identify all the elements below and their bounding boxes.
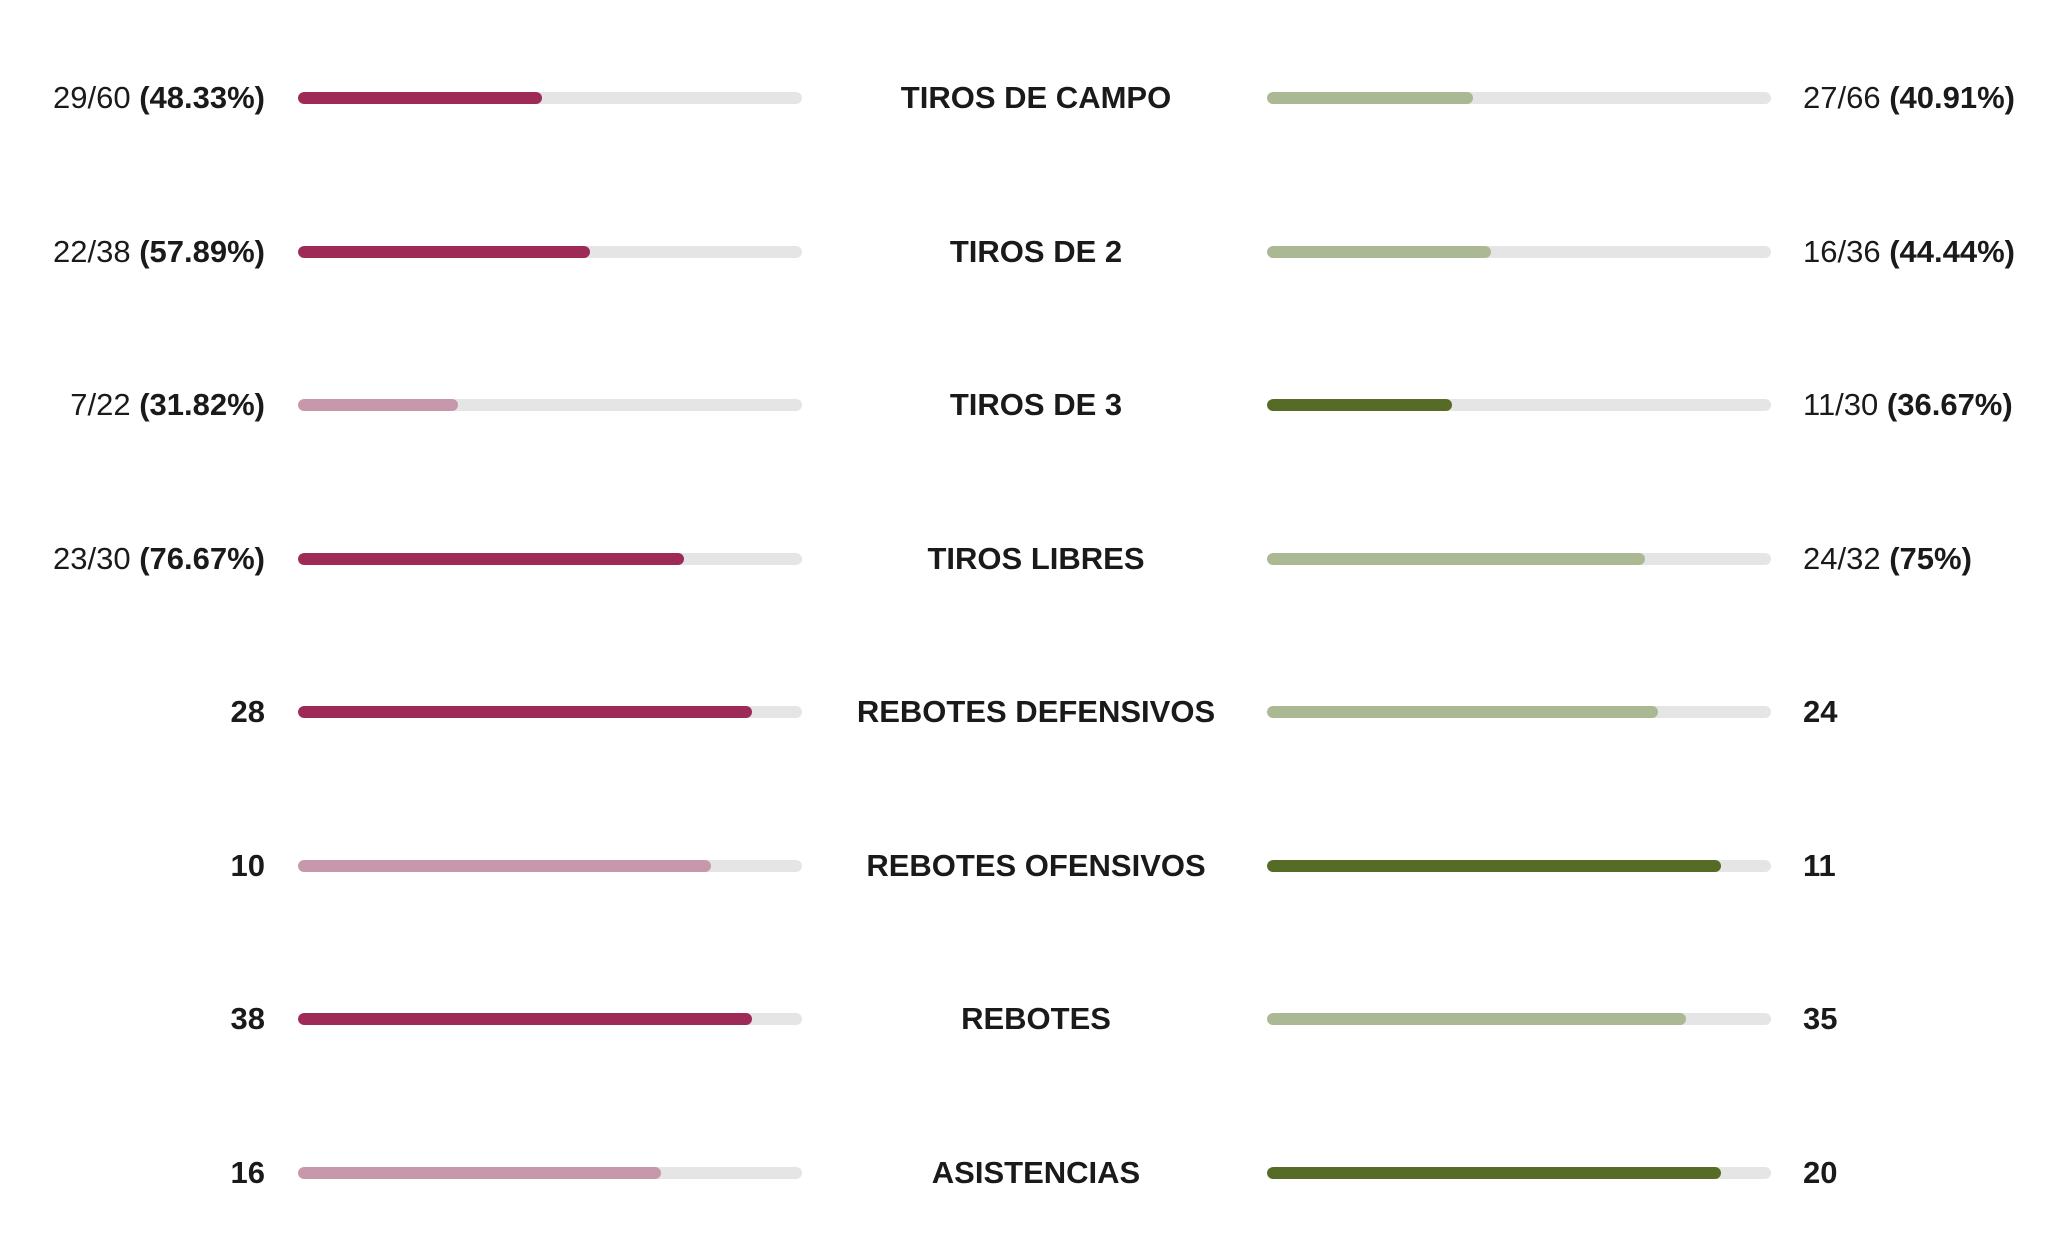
stat-label: TIROS DE 2: [949, 234, 1123, 269]
away-bar-fill: [1267, 92, 1474, 104]
home-value: 10: [230, 848, 265, 883]
home-bar-track: [298, 860, 802, 872]
away-value: 24/32 (75%): [1803, 529, 1972, 589]
away-bar-track: [1267, 860, 1771, 872]
made-attempted: 27/66: [1803, 80, 1881, 115]
away-bar-track: [1267, 92, 1771, 104]
stat-label: TIROS LIBRES: [927, 541, 1145, 576]
stat-row: 29/60 (48.33%) TIROS DE CAMPO 27/66 (40.91…: [0, 68, 2046, 128]
home-bar-track: [298, 1013, 802, 1025]
stat-label: REBOTES OFENSIVOS: [866, 848, 1206, 883]
home-bar-fill: [298, 399, 459, 411]
made-attempted: 22/38: [53, 234, 131, 269]
away-bar-track: [1267, 553, 1771, 565]
home-bar-fill: [298, 92, 542, 104]
away-value: 24: [1803, 694, 1838, 729]
home-value: 29/60 (48.33%): [53, 68, 265, 128]
stat-row: 16 ASISTENCIAS 20: [0, 1143, 2046, 1203]
away-bar-fill: [1267, 399, 1452, 411]
stat-label: TIROS DE CAMPO: [900, 80, 1172, 115]
made-attempted: 16/36: [1803, 234, 1881, 269]
home-bar-track: [298, 399, 802, 411]
home-bar-fill: [298, 1013, 752, 1025]
away-value: 20: [1803, 1155, 1838, 1190]
home-bar-fill: [298, 246, 590, 258]
home-value: 7/22 (31.82%): [70, 375, 265, 435]
away-bar-track: [1267, 399, 1771, 411]
percentage: (31.82%): [139, 387, 265, 422]
percentage: (36.67%): [1886, 387, 2013, 422]
away-value: 16/36 (44.44%): [1803, 222, 2015, 282]
made-attempted: 29/60: [53, 80, 131, 115]
stat-row: 28 REBOTES DEFENSIVOS 24: [0, 682, 2046, 742]
home-value: 22/38 (57.89%): [53, 222, 265, 282]
made-attempted: 11/30: [1803, 387, 1879, 422]
stat-row: 7/22 (31.82%) TIROS DE 3 11/30 (36.67%): [0, 375, 2046, 435]
away-bar-fill: [1267, 860, 1721, 872]
home-bar-track: [298, 1167, 802, 1179]
stat-row: 10 REBOTES OFENSIVOS 11: [0, 836, 2046, 896]
stat-row: 22/38 (57.89%) TIROS DE 2 16/36 (44.44%): [0, 222, 2046, 282]
home-value: 28: [230, 694, 265, 729]
home-value: 38: [230, 1001, 265, 1036]
stat-label: TIROS DE 3: [949, 387, 1123, 422]
away-bar-fill: [1267, 1013, 1687, 1025]
away-value: 11/30 (36.67%): [1803, 375, 2013, 435]
away-bar-track: [1267, 246, 1771, 258]
made-attempted: 7/22: [70, 387, 131, 422]
stat-label: REBOTES DEFENSIVOS: [856, 694, 1216, 729]
percentage: (44.44%): [1889, 234, 2015, 269]
home-bar-fill: [298, 1167, 661, 1179]
away-bar-track: [1267, 1167, 1771, 1179]
made-attempted: 24/32: [1803, 541, 1881, 576]
stat-label: REBOTES: [961, 1001, 1111, 1036]
stat-row: 23/30 (76.67%) TIROS LIBRES 24/32 (75%): [0, 529, 2046, 589]
home-bar-track: [298, 246, 802, 258]
away-bar-track: [1267, 1013, 1771, 1025]
percentage: (76.67%): [139, 541, 265, 576]
away-bar-fill: [1267, 1167, 1721, 1179]
home-bar-fill: [298, 706, 752, 718]
made-attempted: 23/30: [53, 541, 131, 576]
home-value: 23/30 (76.67%): [53, 529, 265, 589]
home-value: 16: [230, 1155, 265, 1190]
away-bar-fill: [1267, 246, 1491, 258]
away-bar-fill: [1267, 706, 1658, 718]
away-value: 27/66 (40.91%): [1803, 68, 2015, 128]
percentage: (57.89%): [139, 234, 265, 269]
away-value: 35: [1803, 1001, 1838, 1036]
away-bar-track: [1267, 706, 1771, 718]
percentage: (75%): [1889, 541, 1972, 576]
away-value: 11: [1803, 848, 1836, 883]
away-bar-fill: [1267, 553, 1645, 565]
home-bar-track: [298, 553, 802, 565]
home-bar-track: [298, 92, 802, 104]
home-bar-fill: [298, 553, 685, 565]
home-bar-track: [298, 706, 802, 718]
percentage: (48.33%): [139, 80, 265, 115]
percentage: (40.91%): [1889, 80, 2015, 115]
stat-label: ASISTENCIAS: [931, 1155, 1141, 1190]
stat-row: 38 REBOTES 35: [0, 989, 2046, 1049]
home-bar-fill: [298, 860, 712, 872]
